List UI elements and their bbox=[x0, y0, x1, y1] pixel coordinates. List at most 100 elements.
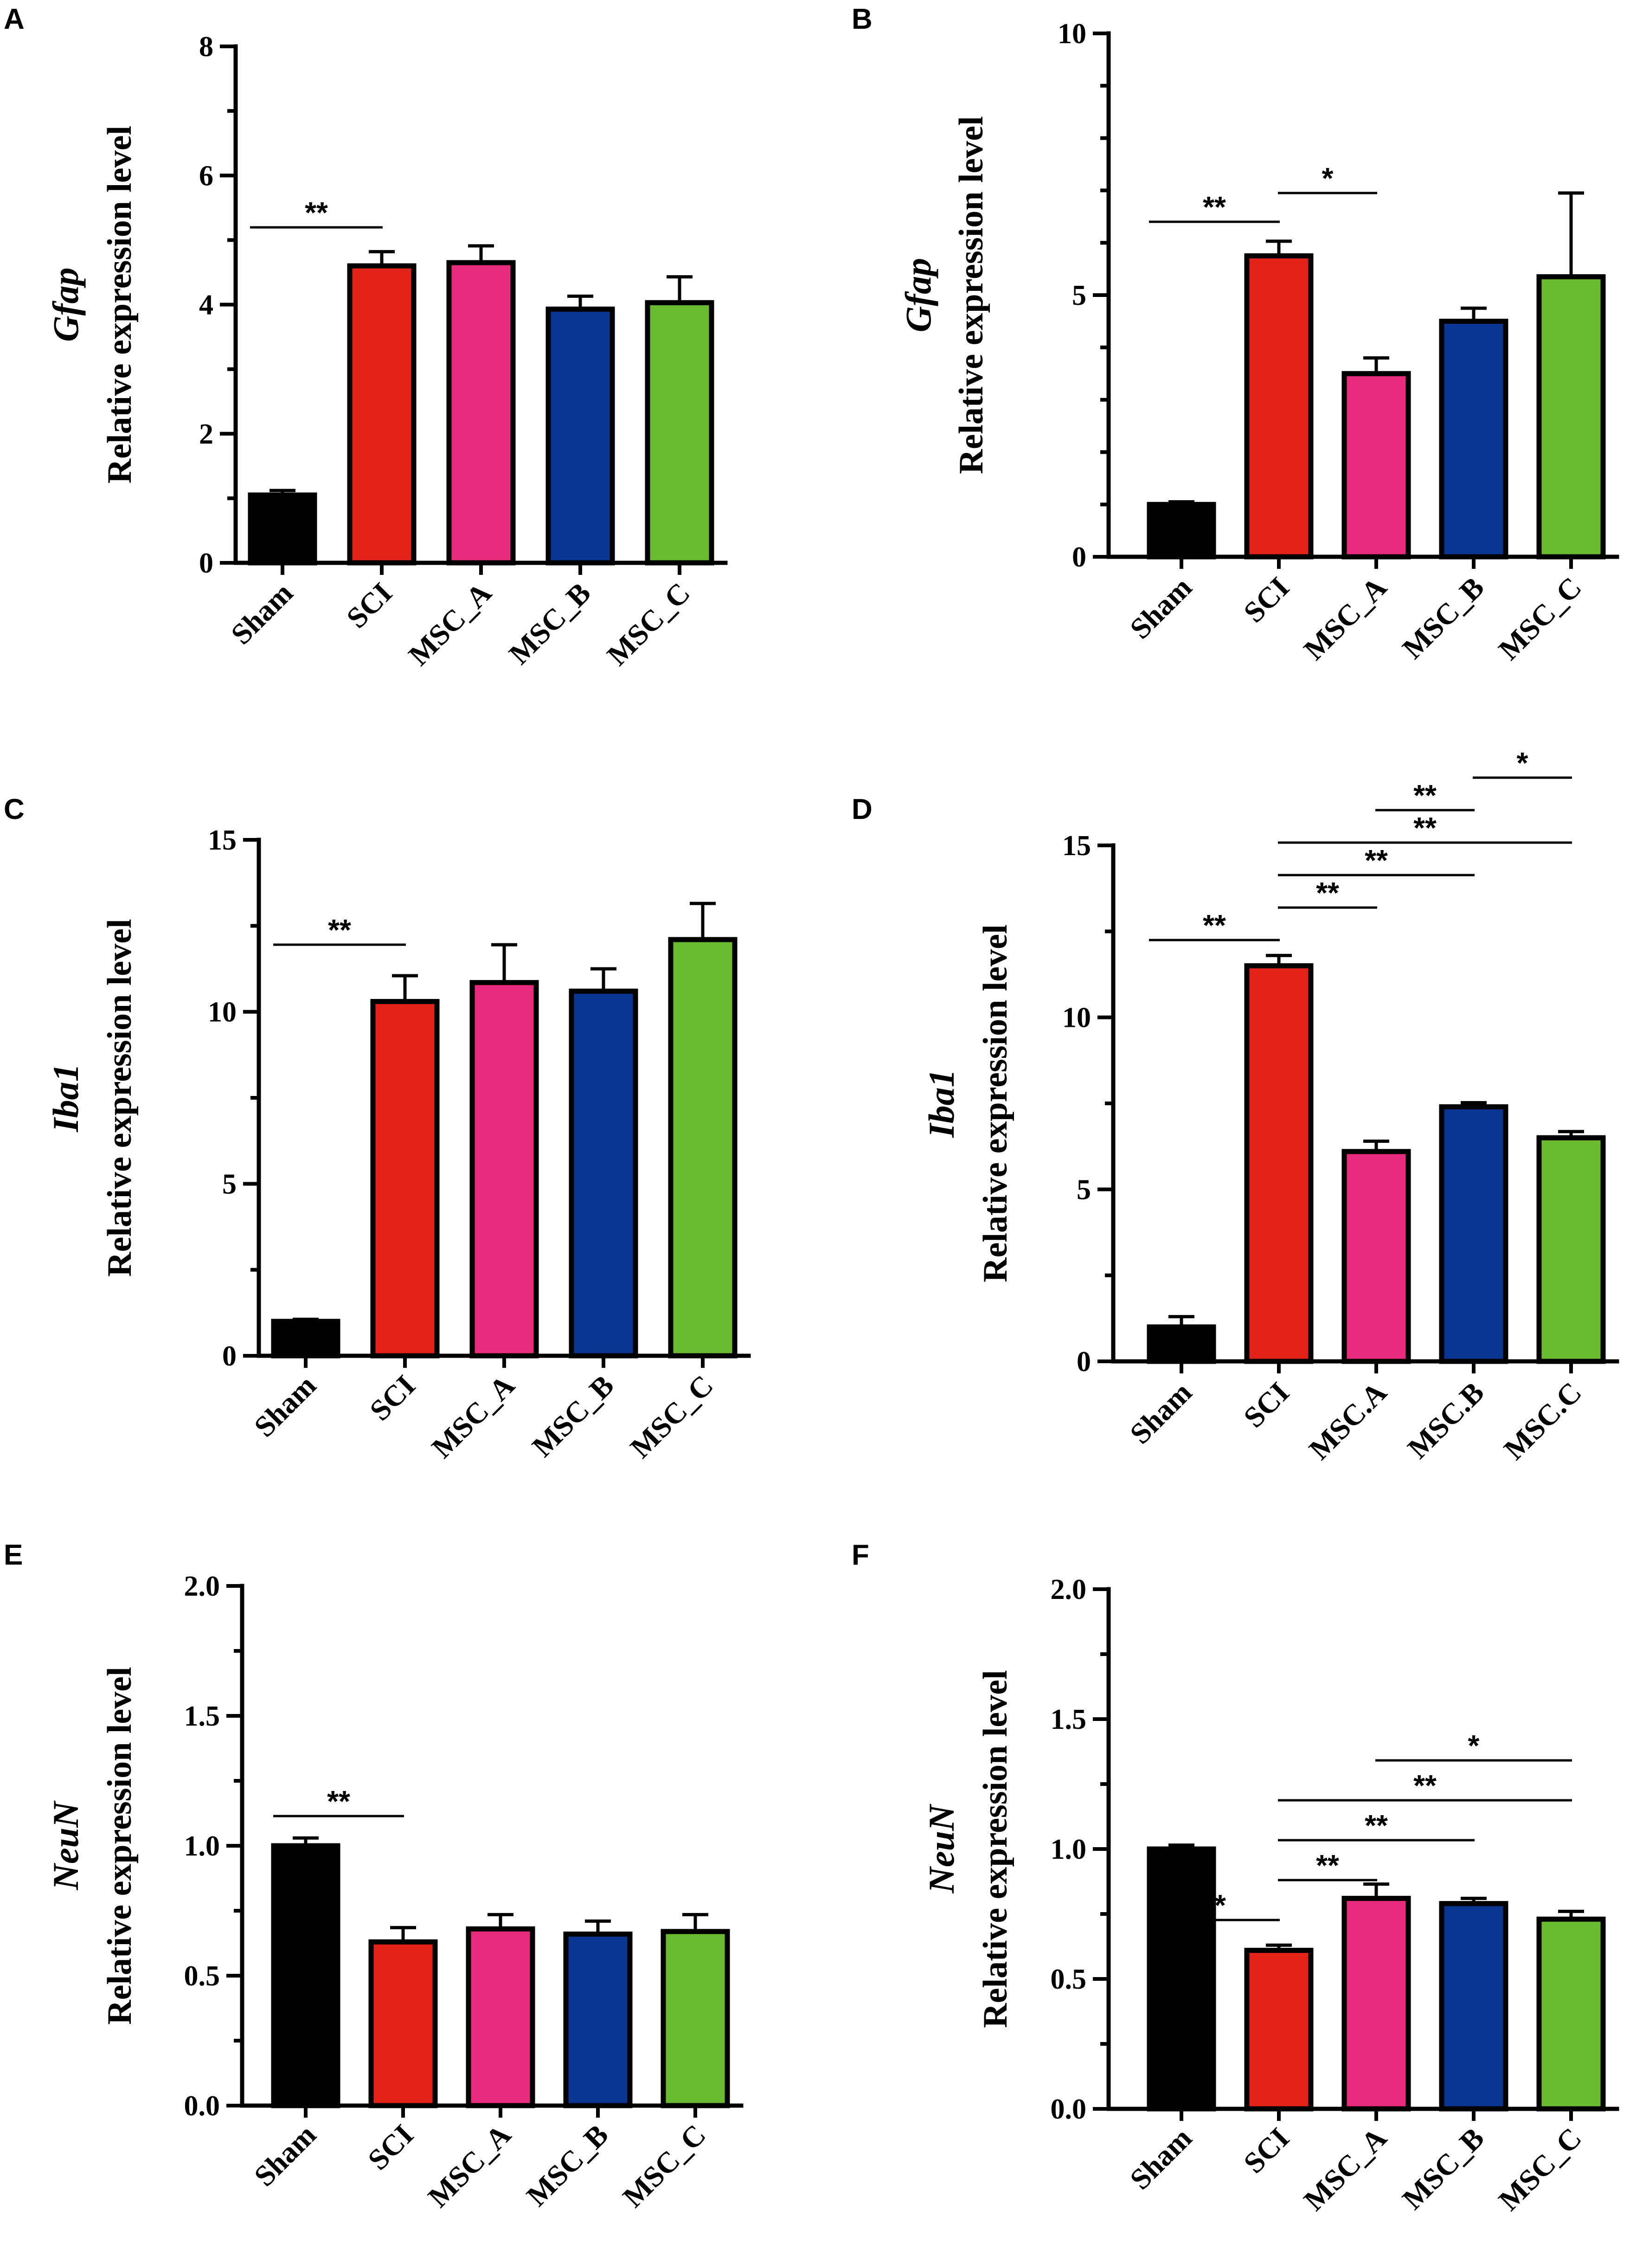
x-category-label: MSC_A bbox=[1297, 571, 1393, 666]
y-tick-label: 8 bbox=[199, 31, 213, 63]
bar-sci bbox=[370, 999, 440, 1359]
y-axis-gene-label: Gfap bbox=[898, 258, 938, 332]
significance-label: ** bbox=[305, 196, 328, 229]
y-tick-label: 10 bbox=[208, 997, 237, 1028]
bar-msc-b bbox=[569, 988, 638, 1359]
bar-msc-c bbox=[668, 937, 738, 1359]
bar-msc-b bbox=[545, 306, 615, 566]
x-category-label: SCI bbox=[1237, 1376, 1296, 1434]
x-category-label: Sham bbox=[1123, 1376, 1198, 1450]
bar-sci bbox=[368, 1939, 438, 2108]
bar-msc-c bbox=[661, 1929, 730, 2108]
bar-msc-b bbox=[1439, 1104, 1508, 1364]
y-tick-label: 0 bbox=[1077, 1346, 1091, 1378]
x-category-label: Sham bbox=[225, 576, 299, 651]
x-category-label: SCI bbox=[1237, 571, 1296, 629]
panel-A: A 0 2 4 6 8 Relative expression level Gfap Sham S… bbox=[4, 3, 728, 672]
panel-letter: E bbox=[4, 1539, 23, 1571]
y-axis-title: Relative expression level bbox=[101, 126, 139, 483]
panel-C: C 0 5 10 15 Relative expression level Iba1 Sham… bbox=[4, 793, 751, 1464]
y-axis-gene-label: Iba1 bbox=[921, 1069, 962, 1138]
significance-label: * bbox=[1322, 161, 1334, 195]
y-axis-gene-label: NeuN bbox=[921, 1804, 962, 1894]
y-tick-label: 15 bbox=[208, 825, 237, 856]
significance-label: ** bbox=[1203, 908, 1226, 942]
x-category-label: MSC_B bbox=[502, 576, 597, 671]
panel-letter: A bbox=[4, 3, 25, 35]
panel-B: B 0 5 10 Relative expression level Gfap Sham SC… bbox=[852, 3, 1619, 666]
x-category-label: Sham bbox=[1123, 571, 1198, 645]
y-tick-label: 0.0 bbox=[184, 2090, 220, 2122]
bar-msc-c bbox=[1536, 1916, 1606, 2112]
y-tick-label: 0 bbox=[222, 1340, 237, 1372]
x-category-label: SCI bbox=[1237, 2121, 1296, 2180]
bar-sci bbox=[1244, 1947, 1314, 2112]
bar-sci bbox=[347, 263, 417, 566]
bar-sci bbox=[1244, 963, 1314, 1364]
significance-label: ** bbox=[1365, 1809, 1388, 1842]
bar-sham bbox=[271, 1319, 340, 1359]
significance-label: ** bbox=[1316, 1849, 1339, 1882]
significance-label: * bbox=[1517, 746, 1528, 780]
significance-label: ** bbox=[1203, 1888, 1226, 1922]
x-category-label: MSC_C bbox=[1492, 571, 1588, 666]
panel-letter: D bbox=[852, 793, 873, 825]
x-category-label: MSC.C bbox=[1497, 1376, 1588, 1466]
significance-label: ** bbox=[1365, 844, 1388, 877]
panel-letter: F bbox=[852, 1539, 869, 1571]
y-tick-label: 1.5 bbox=[184, 1701, 220, 1732]
x-category-label: Sham bbox=[248, 1369, 322, 1443]
bar-msc-a bbox=[446, 260, 516, 566]
bar-msc-c bbox=[1536, 1135, 1606, 1364]
x-category-label: MSC_A bbox=[425, 1369, 521, 1464]
y-tick-label: 0.5 bbox=[184, 1960, 220, 1992]
bar-msc-a bbox=[1341, 371, 1411, 560]
y-tick-label: 2 bbox=[199, 419, 213, 450]
y-tick-label: 5 bbox=[1072, 280, 1086, 311]
x-category-label: MSC_C bbox=[616, 2118, 712, 2214]
y-tick-label: 2.0 bbox=[1051, 1574, 1087, 1605]
x-category-label: SCI bbox=[361, 2118, 420, 2177]
y-axis-title: Relative expression level bbox=[101, 919, 139, 1276]
panel-D: D 0 5 10 15 Relative expression level Iba1 Sham… bbox=[852, 746, 1619, 1466]
panel-F: F 0.0 0.5 1.0 1.5 2.0 Relative expression leve… bbox=[852, 1539, 1619, 2217]
y-tick-label: 5 bbox=[222, 1168, 237, 1200]
y-tick-label: 10 bbox=[1062, 1002, 1091, 1034]
panel-letter: C bbox=[4, 793, 25, 825]
x-category-label: Sham bbox=[248, 2118, 322, 2193]
bar-msc-b bbox=[1439, 1901, 1508, 2112]
y-tick-label: 4 bbox=[199, 290, 213, 321]
bar-sham bbox=[1147, 502, 1216, 560]
bar-msc-a bbox=[466, 1926, 535, 2108]
significance-label: ** bbox=[1413, 779, 1437, 812]
x-category-label: SCI bbox=[363, 1369, 422, 1427]
y-axis-title: Relative expression level bbox=[952, 116, 990, 474]
y-axis-gene-label: NeuN bbox=[45, 1800, 86, 1890]
significance-label: ** bbox=[1413, 811, 1437, 844]
panel-E: E 0.0 0.5 1.0 1.5 2.0 Relative expression leve… bbox=[4, 1539, 744, 2214]
x-category-label: MSC.B bbox=[1401, 1376, 1490, 1465]
significance-label: ** bbox=[327, 1785, 350, 1818]
y-axis-gene-label: Iba1 bbox=[45, 1063, 86, 1132]
y-tick-label: 1.0 bbox=[1051, 1834, 1087, 1865]
y-axis-title: Relative expression level bbox=[976, 924, 1014, 1282]
y-tick-label: 0.5 bbox=[1051, 1964, 1087, 1995]
y-tick-label: 0.0 bbox=[1051, 2094, 1087, 2125]
x-category-label: MSC_C bbox=[624, 1369, 719, 1464]
significance-label: * bbox=[1468, 1729, 1480, 1762]
panel-letter: B bbox=[852, 3, 873, 35]
x-category-label: MSC_C bbox=[1492, 2121, 1588, 2217]
x-category-label: Sham bbox=[1123, 2121, 1198, 2196]
y-tick-label: 1.0 bbox=[184, 1830, 220, 1862]
bar-sham bbox=[1147, 1846, 1216, 2112]
bar-msc-c bbox=[645, 300, 714, 566]
y-tick-label: 6 bbox=[199, 160, 213, 192]
bar-sham bbox=[248, 492, 317, 566]
x-category-label: MSC_C bbox=[601, 576, 696, 672]
y-tick-label: 15 bbox=[1062, 830, 1091, 862]
x-category-label: MSC_A bbox=[1297, 2121, 1393, 2217]
x-category-label: MSC.A bbox=[1303, 1376, 1393, 1466]
bar-sham bbox=[1147, 1324, 1216, 1364]
bar-msc-b bbox=[563, 1931, 633, 2108]
